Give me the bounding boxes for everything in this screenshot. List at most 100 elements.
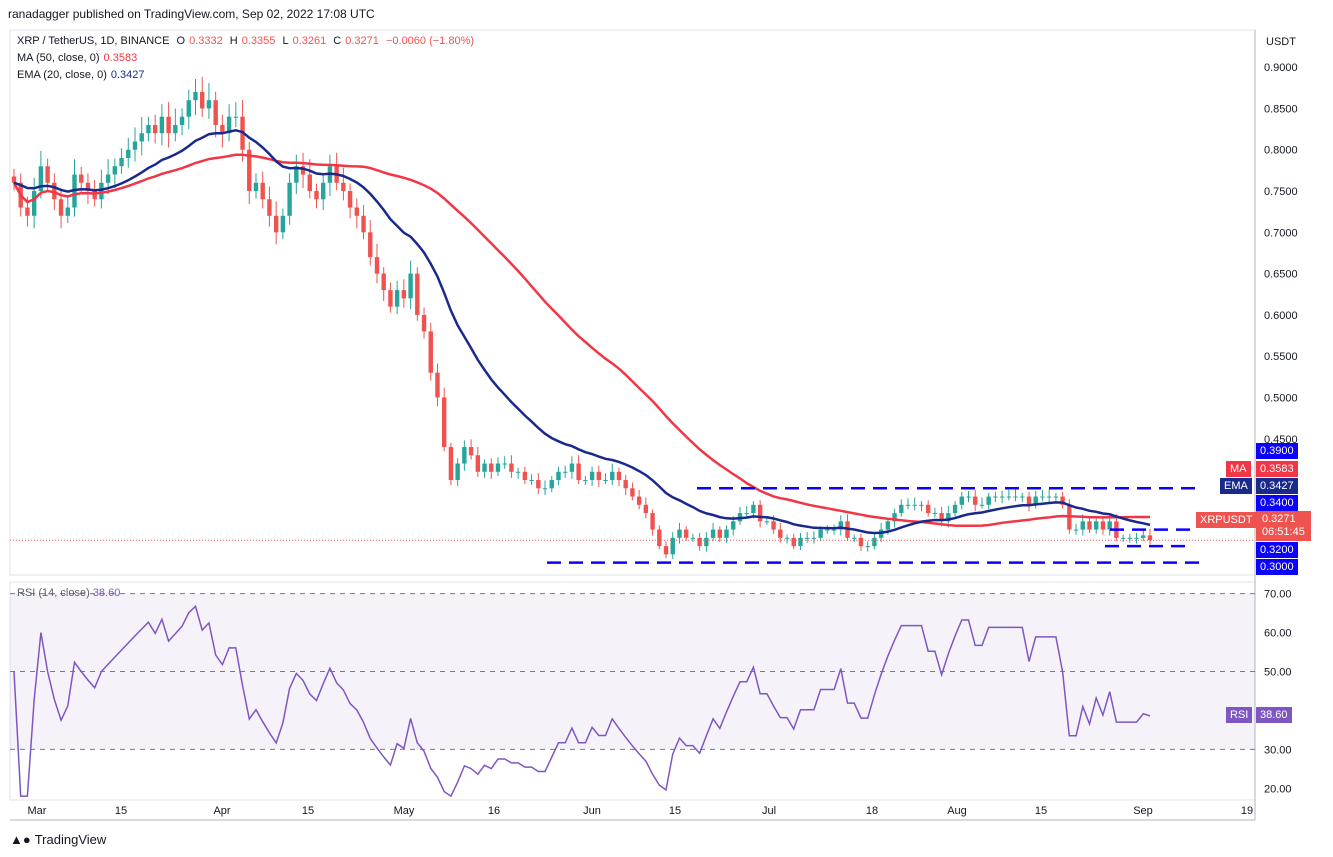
candle-body	[31, 191, 37, 216]
candle-body	[1100, 521, 1106, 530]
candle-body	[764, 521, 770, 523]
rsi-legend-value: 38.60	[92, 587, 121, 599]
candle-body	[502, 463, 507, 465]
candle-body	[912, 504, 917, 506]
candle-body	[126, 149, 131, 158]
candle-body	[979, 504, 985, 506]
price-tick-label: 0.6000	[1264, 310, 1298, 322]
price-tick-label: 0.5500	[1264, 351, 1298, 363]
candle-body	[65, 207, 70, 216]
candle-body	[1060, 496, 1065, 505]
candle-body	[993, 496, 998, 498]
time-tick-label: 15	[302, 805, 314, 817]
candle-body	[623, 480, 628, 489]
candle-body	[489, 463, 494, 472]
candle-body	[38, 166, 44, 192]
label-resistance: 0.3900	[1256, 443, 1298, 459]
candle-body	[226, 116, 232, 134]
candle-body	[173, 124, 178, 134]
candle-body	[549, 480, 554, 489]
candle-body	[1134, 537, 1139, 539]
rsi-tick-label: 60.00	[1264, 628, 1292, 640]
candle-body	[576, 463, 581, 481]
candle-body	[778, 529, 783, 538]
legend-ma-label: MA (50, close, 0)	[17, 52, 100, 64]
candle-body	[475, 455, 481, 472]
legend-low: 0.3261	[292, 35, 327, 47]
candle-body	[589, 471, 595, 481]
time-tick-label: 15	[669, 805, 681, 817]
legend-ma-value: 0.3583	[103, 52, 138, 64]
candle-body	[919, 504, 924, 506]
candle-body	[858, 537, 864, 547]
candle-body	[670, 537, 675, 555]
candle-body	[610, 471, 615, 481]
candle-body	[515, 471, 521, 473]
rsi-legend[interactable]: RSI (14, close) 38.60	[17, 587, 120, 599]
rsi-tick-label: 20.00	[1264, 783, 1292, 795]
price-tick-label: 0.7500	[1264, 186, 1298, 198]
candle-body	[1020, 496, 1025, 498]
legend-ema-row[interactable]: EMA (20, close, 0) 0.3427	[17, 69, 149, 81]
candle-body	[495, 463, 501, 472]
candle-body	[247, 149, 252, 192]
candle-body	[1013, 496, 1018, 498]
candle-body	[522, 471, 528, 481]
candle-body	[892, 513, 897, 522]
price-tick-label: 0.8000	[1264, 145, 1298, 157]
candle-body	[233, 116, 239, 118]
candle-body	[616, 471, 622, 481]
ma50-line	[12, 153, 1150, 528]
candle-body	[394, 290, 400, 307]
candle-body	[220, 124, 225, 134]
label-rsi-value: 38.60	[1256, 707, 1292, 723]
candle-body	[946, 513, 951, 522]
label-rsi-tag: RSI	[1226, 707, 1253, 723]
candle-body	[273, 215, 279, 233]
candle-body	[932, 513, 938, 515]
candle-body	[952, 504, 958, 514]
candle-body	[374, 257, 380, 274]
time-tick-label: Sep	[1133, 805, 1153, 817]
candle-body	[630, 488, 635, 497]
rsi-tick-label: 70.00	[1264, 589, 1292, 601]
candle-body	[448, 447, 454, 481]
published-by: ranadagger published on TradingView.com,…	[8, 7, 375, 21]
legend-ma-row[interactable]: MA (50, close, 0) 0.3583	[17, 52, 141, 64]
tradingview-brand[interactable]: ▲● TradingView	[10, 832, 106, 847]
candle-body	[899, 504, 904, 514]
candle-body	[347, 191, 353, 208]
candle-body	[724, 529, 729, 538]
candle-body	[280, 215, 286, 233]
ema20-line	[13, 129, 1151, 535]
candle-body	[798, 537, 803, 547]
candle-body	[1073, 529, 1079, 531]
candle-body	[105, 174, 111, 183]
candle-body	[784, 537, 790, 539]
candle-body	[260, 182, 265, 200]
time-tick-label: Jul	[762, 805, 776, 817]
candle-body	[408, 273, 413, 299]
candle-body	[200, 91, 205, 109]
candle-body	[206, 100, 212, 109]
label-ma-tag: MA	[1226, 461, 1251, 477]
candle-body	[744, 513, 749, 515]
candle-body	[509, 463, 514, 472]
rsi-tick-label: 30.00	[1264, 744, 1292, 756]
rsi-tick-label: 50.00	[1264, 667, 1292, 679]
price-tick-label: 0.4500	[1264, 434, 1298, 446]
candle-body	[885, 521, 891, 530]
time-tick-label: May	[394, 805, 415, 817]
candle-body	[85, 182, 91, 192]
candle-body	[804, 537, 810, 539]
candle-body	[717, 529, 722, 538]
legend-symbol-row: XRP / TetherUS, 1D, BINANCE O 0.3332 H 0.3…	[17, 35, 482, 47]
candle-body	[710, 529, 716, 538]
candle-body	[1080, 521, 1085, 530]
candle-body	[939, 513, 944, 522]
candle-body	[166, 116, 171, 134]
legend-open: 0.3332	[189, 35, 223, 47]
candle-body	[542, 488, 548, 490]
label-symbol-tag: XRPUSDT	[1196, 512, 1257, 528]
